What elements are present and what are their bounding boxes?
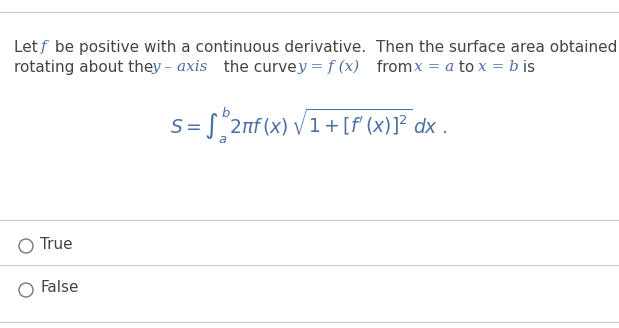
Text: f: f [41, 40, 46, 54]
Text: Let: Let [14, 40, 43, 55]
Text: True: True [40, 237, 72, 252]
Text: be positive with a continuous derivative.  Then the surface area obtained by: be positive with a continuous derivative… [50, 40, 619, 55]
Text: $S = \int_a^b 2\pi f\,(x)\,\sqrt{1+[f'\,(x)]^2}\,dx\;.$: $S = \int_a^b 2\pi f\,(x)\,\sqrt{1+[f'\,… [170, 105, 448, 146]
Text: rotating about the: rotating about the [14, 60, 158, 75]
Text: to: to [454, 60, 479, 75]
Text: y – axis: y – axis [152, 60, 209, 74]
Text: the curve: the curve [214, 60, 301, 75]
Text: x = a: x = a [414, 60, 454, 74]
Text: y = f (x): y = f (x) [298, 60, 360, 74]
Text: from: from [372, 60, 417, 75]
Text: False: False [40, 280, 79, 295]
Text: x = b: x = b [478, 60, 519, 74]
Text: is: is [518, 60, 535, 75]
